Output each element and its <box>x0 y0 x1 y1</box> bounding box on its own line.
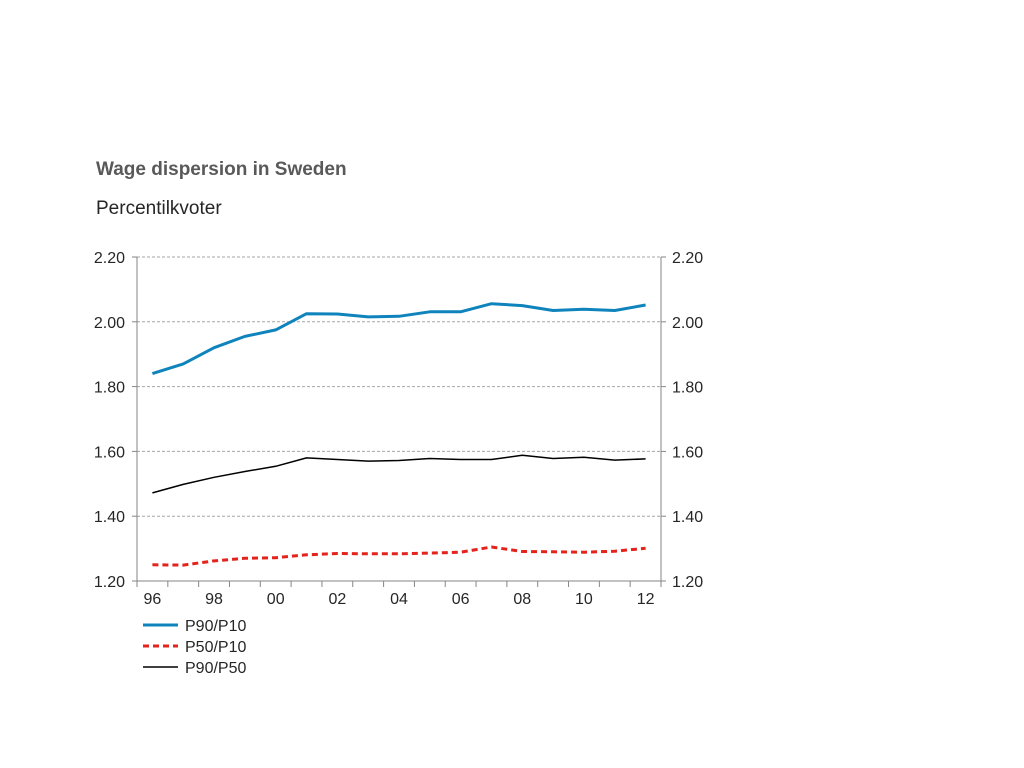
y-axis-left-ticks: 1.20 1.40 1.60 1.80 2.00 2.20 <box>94 250 125 591</box>
x-tick-label: 12 <box>637 591 655 608</box>
y-tick-label-left: 1.80 <box>94 380 125 397</box>
x-tick-label: 96 <box>144 591 162 608</box>
y-tick-label-right: 2.20 <box>672 250 703 267</box>
y-tick-label-left: 1.60 <box>94 444 125 461</box>
chart-title: Wage dispersion in Sweden <box>96 159 347 180</box>
series-line-p90-p50 <box>152 454 646 494</box>
y-tick-label-right: 1.60 <box>672 444 703 461</box>
legend-label: P90/P50 <box>185 660 246 677</box>
y-tick-label-right: 1.80 <box>672 380 703 397</box>
x-tick-label: 04 <box>390 591 408 608</box>
axes <box>132 256 666 587</box>
chart-subtitle: Percentilkvoter <box>96 198 222 219</box>
series-line-p50-p10 <box>152 545 646 567</box>
legend-label: P90/P10 <box>185 618 246 635</box>
legend-label: P50/P10 <box>185 639 246 656</box>
y-tick-label-right: 2.00 <box>672 315 703 332</box>
legend: P90/P10 P50/P10 P90/P50 <box>143 618 246 677</box>
x-tick-label: 06 <box>452 591 470 608</box>
gridlines <box>137 256 661 517</box>
y-tick-label-left: 2.20 <box>94 250 125 267</box>
x-tick-label: 98 <box>205 591 223 608</box>
y-tick-label-right: 1.40 <box>672 509 703 526</box>
x-tick-label: 10 <box>575 591 593 608</box>
y-tick-label-left: 2.00 <box>94 315 125 332</box>
y-axis-right-ticks: 1.20 1.40 1.60 1.80 2.00 2.20 <box>672 250 703 591</box>
series-lines <box>151 302 646 567</box>
y-tick-label-right: 1.20 <box>672 574 703 591</box>
y-tick-label-left: 1.40 <box>94 509 125 526</box>
series-line-p90-p10 <box>151 302 646 376</box>
x-axis-ticks: 96 98 00 02 04 06 08 10 12 <box>144 591 655 608</box>
x-tick-label: 00 <box>267 591 285 608</box>
x-tick-label: 02 <box>328 591 346 608</box>
x-tick-label: 08 <box>513 591 531 608</box>
y-tick-label-left: 1.20 <box>94 574 125 591</box>
